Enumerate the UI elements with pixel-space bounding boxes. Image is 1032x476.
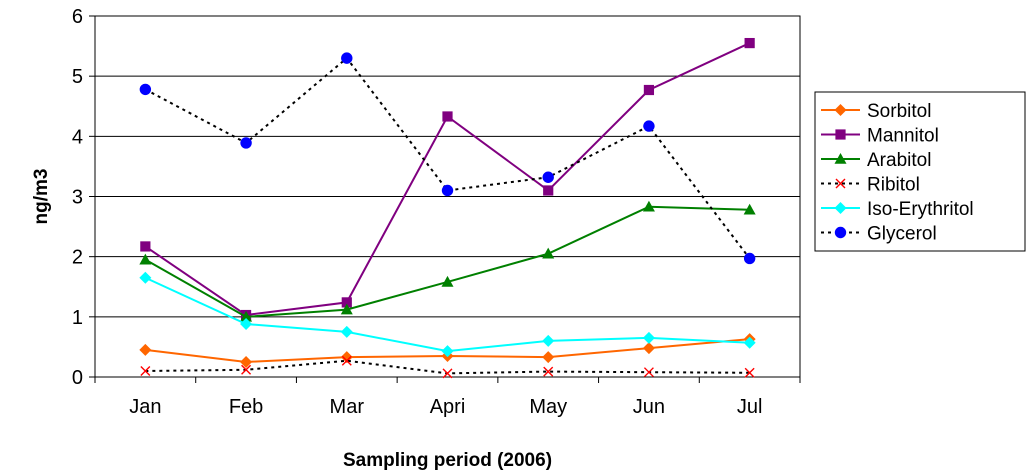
legend-item: Sorbitol xyxy=(821,101,931,122)
series-ribitol xyxy=(140,355,755,379)
data-point-square xyxy=(835,129,846,140)
series-line xyxy=(145,359,750,375)
data-point-circle xyxy=(743,252,756,265)
x-tick-label: Jun xyxy=(633,396,665,418)
legend-item: Ribitol xyxy=(821,175,920,196)
data-point-x xyxy=(241,364,252,375)
data-point-x xyxy=(442,368,453,379)
data-point-circle xyxy=(139,83,152,96)
y-tick-label: 1 xyxy=(72,307,83,329)
data-point-square xyxy=(643,84,655,96)
y-tick-label: 4 xyxy=(72,126,83,148)
x-tick-label: Feb xyxy=(229,396,263,418)
data-point-triangle xyxy=(340,303,353,315)
y-tick-label: 5 xyxy=(72,66,83,88)
data-point-triangle xyxy=(240,310,253,322)
legend-item: Arabitol xyxy=(821,150,931,171)
x-tick-label: Jan xyxy=(129,396,161,418)
data-point-diamond xyxy=(240,355,253,368)
data-point-square xyxy=(140,241,151,252)
data-point-triangle xyxy=(542,247,555,259)
legend-label: Arabitol xyxy=(867,150,931,171)
y-tick-label: 2 xyxy=(72,247,83,269)
data-point-diamond xyxy=(240,318,253,331)
data-point-square xyxy=(442,111,453,122)
data-point-square xyxy=(744,37,755,49)
legend-label: Glycerol xyxy=(867,224,937,245)
data-point-diamond xyxy=(139,343,152,356)
legend: Sorbitol Mannitol Arabitol Ribitol Iso-Eryth… xyxy=(814,91,1026,252)
series-iso-erythritol xyxy=(139,271,756,358)
series-layer xyxy=(139,37,756,379)
x-tick-label: Apri xyxy=(430,396,466,418)
x-axis-title: Sampling period (2006) xyxy=(343,450,552,471)
data-point-triangle xyxy=(139,253,152,265)
y-tick-label: 6 xyxy=(72,6,83,28)
y-axis-ticks: 0 1 2 3 4 5 6 xyxy=(72,6,95,389)
legend-label: Iso-Erythritol xyxy=(867,199,974,220)
data-point-diamond xyxy=(834,104,847,116)
legend-label: Mannitol xyxy=(867,126,939,147)
legend-label: Sorbitol xyxy=(867,101,931,122)
series-arabitol xyxy=(139,200,756,322)
data-point-diamond xyxy=(542,351,555,364)
y-tick-label: 0 xyxy=(72,367,83,389)
grid-lines xyxy=(95,15,800,378)
data-point-diamond xyxy=(743,336,756,349)
series-line xyxy=(144,42,751,317)
series-line xyxy=(144,205,750,318)
legend-box xyxy=(814,91,1026,252)
legend-item: Iso-Erythritol xyxy=(821,199,974,220)
data-point-circle xyxy=(240,137,252,149)
legend-item: Glycerol xyxy=(821,224,937,245)
data-point-triangle xyxy=(834,153,847,164)
data-point-diamond xyxy=(834,202,847,214)
legend-item: Mannitol xyxy=(821,126,939,147)
data-point-x xyxy=(543,366,554,377)
data-point-diamond xyxy=(542,334,555,347)
x-tick-label: Jul xyxy=(737,396,763,418)
data-point-x xyxy=(140,365,151,376)
series-line xyxy=(144,276,750,353)
series-glycerol xyxy=(139,52,756,265)
data-point-triangle xyxy=(642,200,655,212)
data-point-x xyxy=(643,367,654,378)
data-point-square xyxy=(543,185,554,196)
series-line xyxy=(144,56,751,260)
data-point-diamond xyxy=(441,345,454,358)
data-point-square xyxy=(341,297,352,308)
data-point-x xyxy=(835,178,846,189)
x-tick-label: Mar xyxy=(330,396,365,418)
x-tick-label: May xyxy=(529,396,567,418)
data-point-diamond xyxy=(642,331,655,344)
x-axis-ticks: Jan Feb Mar Apri May Jun Jul xyxy=(94,377,801,418)
data-point-circle xyxy=(341,52,353,64)
data-point-circle xyxy=(643,120,655,132)
data-point-diamond xyxy=(642,342,655,355)
y-axis-title: ng/m3 xyxy=(31,169,52,225)
data-point-triangle xyxy=(743,203,756,215)
legend-label: Ribitol xyxy=(867,175,920,196)
data-point-circle xyxy=(441,184,454,197)
data-point-diamond xyxy=(340,325,353,338)
data-point-triangle xyxy=(441,275,454,287)
data-point-x xyxy=(744,367,755,378)
data-point-circle xyxy=(834,226,847,239)
y-tick-label: 3 xyxy=(72,187,83,209)
data-point-circle xyxy=(542,171,554,183)
data-point-diamond xyxy=(139,271,152,284)
data-point-x xyxy=(341,355,352,366)
